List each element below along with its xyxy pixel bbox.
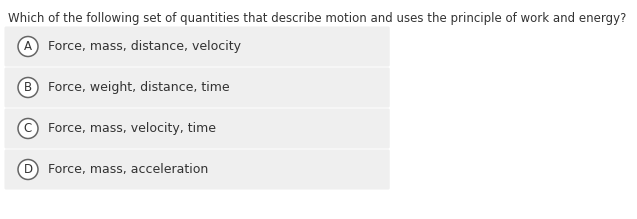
Text: Force, mass, distance, velocity: Force, mass, distance, velocity	[48, 40, 241, 53]
Circle shape	[18, 118, 38, 138]
FancyBboxPatch shape	[4, 67, 390, 108]
Text: D: D	[24, 163, 32, 176]
Text: Force, mass, acceleration: Force, mass, acceleration	[48, 163, 208, 176]
Text: Force, weight, distance, time: Force, weight, distance, time	[48, 81, 229, 94]
Text: Which of the following set of quantities that describe motion and uses the princ: Which of the following set of quantities…	[8, 12, 626, 25]
Text: A: A	[24, 40, 32, 53]
FancyBboxPatch shape	[4, 150, 390, 189]
Text: B: B	[24, 81, 32, 94]
Text: C: C	[24, 122, 32, 135]
FancyBboxPatch shape	[4, 108, 390, 148]
Circle shape	[18, 37, 38, 57]
Text: Force, mass, velocity, time: Force, mass, velocity, time	[48, 122, 216, 135]
FancyBboxPatch shape	[4, 26, 390, 67]
Circle shape	[18, 159, 38, 180]
Circle shape	[18, 78, 38, 97]
